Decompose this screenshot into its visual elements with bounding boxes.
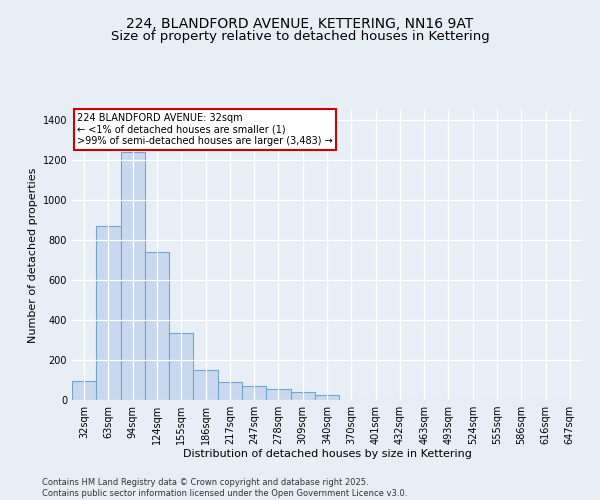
Bar (145, 252, 169, 400)
Bar (242, 386, 266, 400)
Bar (169, 333, 193, 400)
Bar (315, 395, 339, 400)
X-axis label: Distribution of detached houses by size in Kettering: Distribution of detached houses by size … (182, 448, 472, 458)
Y-axis label: Number of detached properties: Number of detached properties (28, 168, 38, 342)
Bar (72, 382, 96, 400)
Bar (290, 392, 315, 400)
Bar (266, 389, 290, 400)
Text: Size of property relative to detached houses in Kettering: Size of property relative to detached ho… (110, 30, 490, 43)
Text: Contains HM Land Registry data © Crown copyright and database right 2025.
Contai: Contains HM Land Registry data © Crown c… (42, 478, 407, 498)
Bar (193, 370, 218, 400)
Bar (218, 382, 242, 400)
Text: 224, BLANDFORD AVENUE, KETTERING, NN16 9AT: 224, BLANDFORD AVENUE, KETTERING, NN16 9… (127, 18, 473, 32)
Bar (96, 226, 121, 400)
Bar (121, 152, 145, 400)
Text: 224 BLANDFORD AVENUE: 32sqm
← <1% of detached houses are smaller (1)
>99% of sem: 224 BLANDFORD AVENUE: 32sqm ← <1% of det… (77, 113, 333, 146)
